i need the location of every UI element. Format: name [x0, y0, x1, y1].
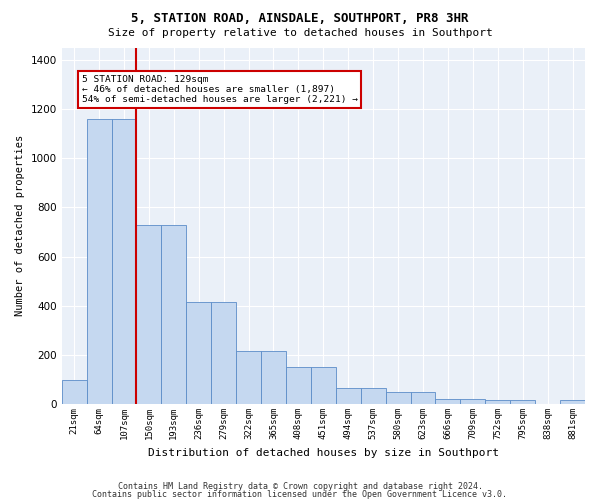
Y-axis label: Number of detached properties: Number of detached properties: [15, 135, 25, 316]
Bar: [236, 352, 261, 404]
Text: 5 STATION ROAD: 129sqm
← 46% of detached houses are smaller (1,897)
54% of semi-: 5 STATION ROAD: 129sqm ← 46% of detached…: [82, 74, 358, 104]
Bar: [485, 400, 510, 404]
Bar: [361, 388, 386, 404]
Bar: [286, 367, 311, 404]
Text: Size of property relative to detached houses in Southport: Size of property relative to detached ho…: [107, 28, 493, 38]
Text: Contains HM Land Registry data © Crown copyright and database right 2024.: Contains HM Land Registry data © Crown c…: [118, 482, 482, 491]
Bar: [386, 392, 410, 404]
Bar: [410, 392, 436, 404]
Bar: [336, 388, 361, 404]
Bar: [186, 302, 211, 404]
Text: 5, STATION ROAD, AINSDALE, SOUTHPORT, PR8 3HR: 5, STATION ROAD, AINSDALE, SOUTHPORT, PR…: [131, 12, 469, 26]
X-axis label: Distribution of detached houses by size in Southport: Distribution of detached houses by size …: [148, 448, 499, 458]
Bar: [211, 302, 236, 404]
Bar: [112, 119, 136, 404]
Bar: [436, 399, 460, 404]
Bar: [460, 399, 485, 404]
Bar: [161, 224, 186, 404]
Bar: [136, 224, 161, 404]
Bar: [510, 400, 535, 404]
Bar: [261, 352, 286, 404]
Text: Contains public sector information licensed under the Open Government Licence v3: Contains public sector information licen…: [92, 490, 508, 499]
Bar: [62, 380, 86, 404]
Bar: [311, 367, 336, 404]
Bar: [560, 400, 585, 404]
Bar: [86, 119, 112, 404]
